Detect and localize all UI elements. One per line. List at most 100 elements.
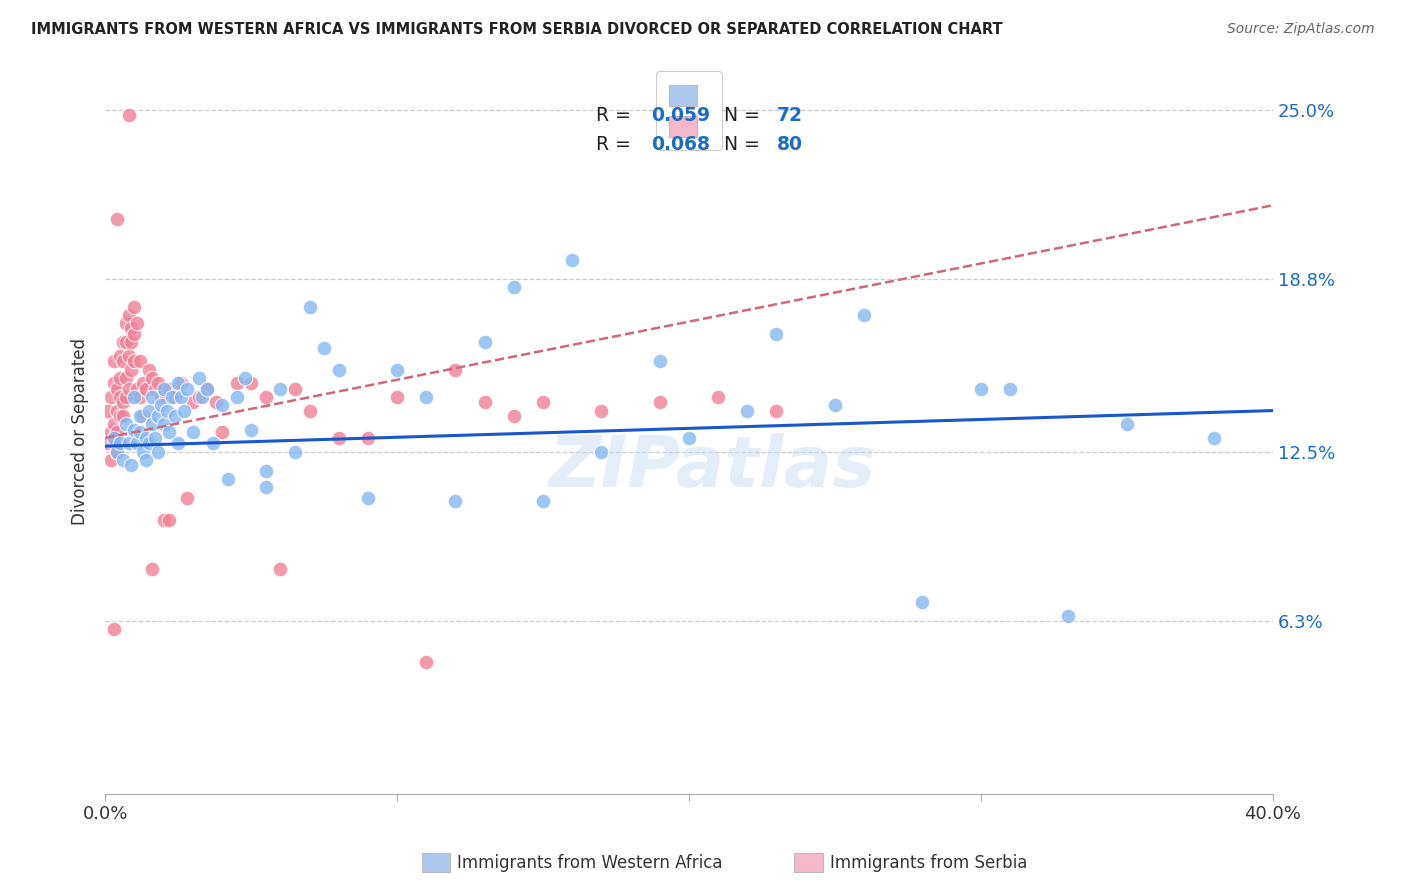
Point — [195, 382, 218, 396]
Point — [124, 354, 146, 368]
Text: 0.068: 0.068 — [651, 136, 710, 154]
Point — [385, 362, 408, 376]
Point — [121, 335, 143, 350]
Point — [103, 623, 125, 637]
Point — [444, 494, 467, 508]
Point — [124, 423, 146, 437]
Point — [100, 425, 122, 440]
Point — [202, 436, 225, 450]
Point — [1057, 608, 1080, 623]
Point — [127, 436, 149, 450]
Point — [146, 409, 169, 423]
Point — [138, 436, 160, 450]
Point — [114, 370, 136, 384]
Point — [141, 390, 163, 404]
Point — [531, 395, 554, 409]
Point — [111, 453, 134, 467]
Point — [176, 491, 198, 505]
Point — [225, 390, 247, 404]
Point — [105, 382, 128, 396]
Point — [205, 395, 228, 409]
Point — [114, 335, 136, 350]
Point — [765, 403, 787, 417]
Text: N =: N = — [713, 106, 766, 125]
Point — [100, 453, 122, 467]
Point — [187, 390, 209, 404]
Point — [108, 436, 131, 450]
Point — [211, 425, 233, 440]
Text: R =: R = — [596, 106, 637, 125]
Point — [157, 513, 180, 527]
Point — [167, 436, 190, 450]
Point — [135, 382, 157, 396]
Point — [117, 308, 139, 322]
Text: 72: 72 — [776, 106, 803, 125]
Point — [103, 354, 125, 368]
Point — [591, 444, 613, 458]
Point — [737, 403, 759, 417]
Point — [146, 376, 169, 391]
Point — [157, 382, 180, 396]
Point — [970, 382, 993, 396]
Point — [181, 395, 204, 409]
Point — [328, 362, 350, 376]
Point — [127, 382, 149, 396]
Point — [998, 382, 1021, 396]
Point — [111, 395, 134, 409]
Text: 0.059: 0.059 — [651, 106, 710, 125]
Point — [170, 390, 193, 404]
Point — [233, 370, 256, 384]
Point — [474, 395, 496, 409]
Point — [103, 431, 125, 445]
Point — [152, 382, 174, 396]
Point — [531, 494, 554, 508]
Point — [561, 253, 583, 268]
Point — [502, 409, 524, 423]
Point — [824, 398, 846, 412]
Point — [269, 562, 291, 576]
Point — [1115, 417, 1137, 432]
Point — [149, 398, 172, 412]
Point — [129, 354, 152, 368]
Text: 80: 80 — [776, 136, 803, 154]
Point — [117, 436, 139, 450]
Point — [135, 453, 157, 467]
Point — [1204, 431, 1226, 445]
Point — [240, 423, 263, 437]
Point — [138, 403, 160, 417]
Point — [143, 382, 166, 396]
Point — [707, 390, 730, 404]
Point — [138, 362, 160, 376]
Point — [135, 431, 157, 445]
Point — [124, 390, 146, 404]
Point — [254, 480, 277, 494]
Point — [108, 409, 131, 423]
Point — [124, 300, 146, 314]
Point — [254, 390, 277, 404]
Point — [124, 326, 146, 341]
Point — [100, 390, 122, 404]
Point — [108, 390, 131, 404]
Point — [187, 370, 209, 384]
Point — [173, 403, 195, 417]
Point — [121, 362, 143, 376]
Point — [103, 376, 125, 391]
Text: Source: ZipAtlas.com: Source: ZipAtlas.com — [1227, 22, 1375, 37]
Point — [648, 354, 671, 368]
Point — [105, 444, 128, 458]
Point — [111, 409, 134, 423]
Point — [357, 431, 380, 445]
Point — [105, 403, 128, 417]
Point — [502, 280, 524, 294]
Text: N =: N = — [713, 136, 766, 154]
Point — [474, 335, 496, 350]
Point — [298, 300, 321, 314]
Point — [121, 321, 143, 335]
Point — [149, 390, 172, 404]
Point — [127, 316, 149, 330]
Point — [146, 444, 169, 458]
Point — [195, 382, 218, 396]
Point — [217, 472, 239, 486]
Point — [97, 403, 120, 417]
Point — [357, 491, 380, 505]
